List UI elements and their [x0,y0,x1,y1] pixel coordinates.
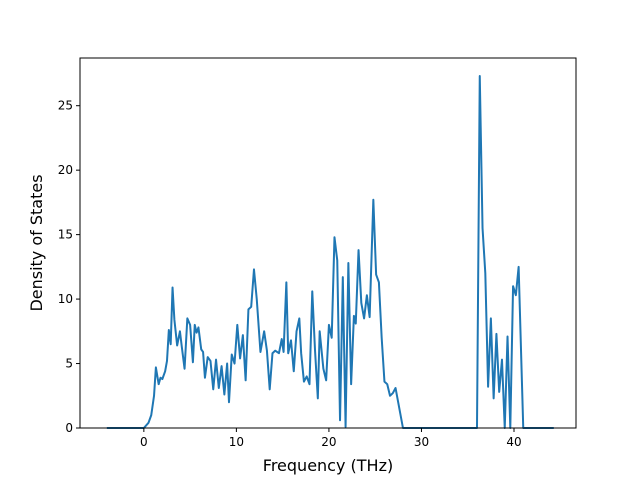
y-axis-label: Density of States [27,174,46,311]
y-tick-label: 5 [65,357,73,371]
y-tick-label: 0 [65,421,73,435]
x-tick-label: 10 [229,435,244,449]
y-tick-label: 15 [58,228,73,242]
x-tick-label: 20 [321,435,336,449]
x-tick-label: 40 [506,435,521,449]
x-tick-label: 30 [414,435,429,449]
tick-layer: 0 10 20 30 40 0 5 10 15 20 25 [58,99,522,449]
y-tick-label: 25 [58,99,73,113]
y-tick-label: 20 [58,163,73,177]
x-tick-label: 0 [140,435,148,449]
x-axis-label: Frequency (THz) [263,456,393,475]
y-tick-label: 10 [58,292,73,306]
plot-frame [79,57,577,429]
